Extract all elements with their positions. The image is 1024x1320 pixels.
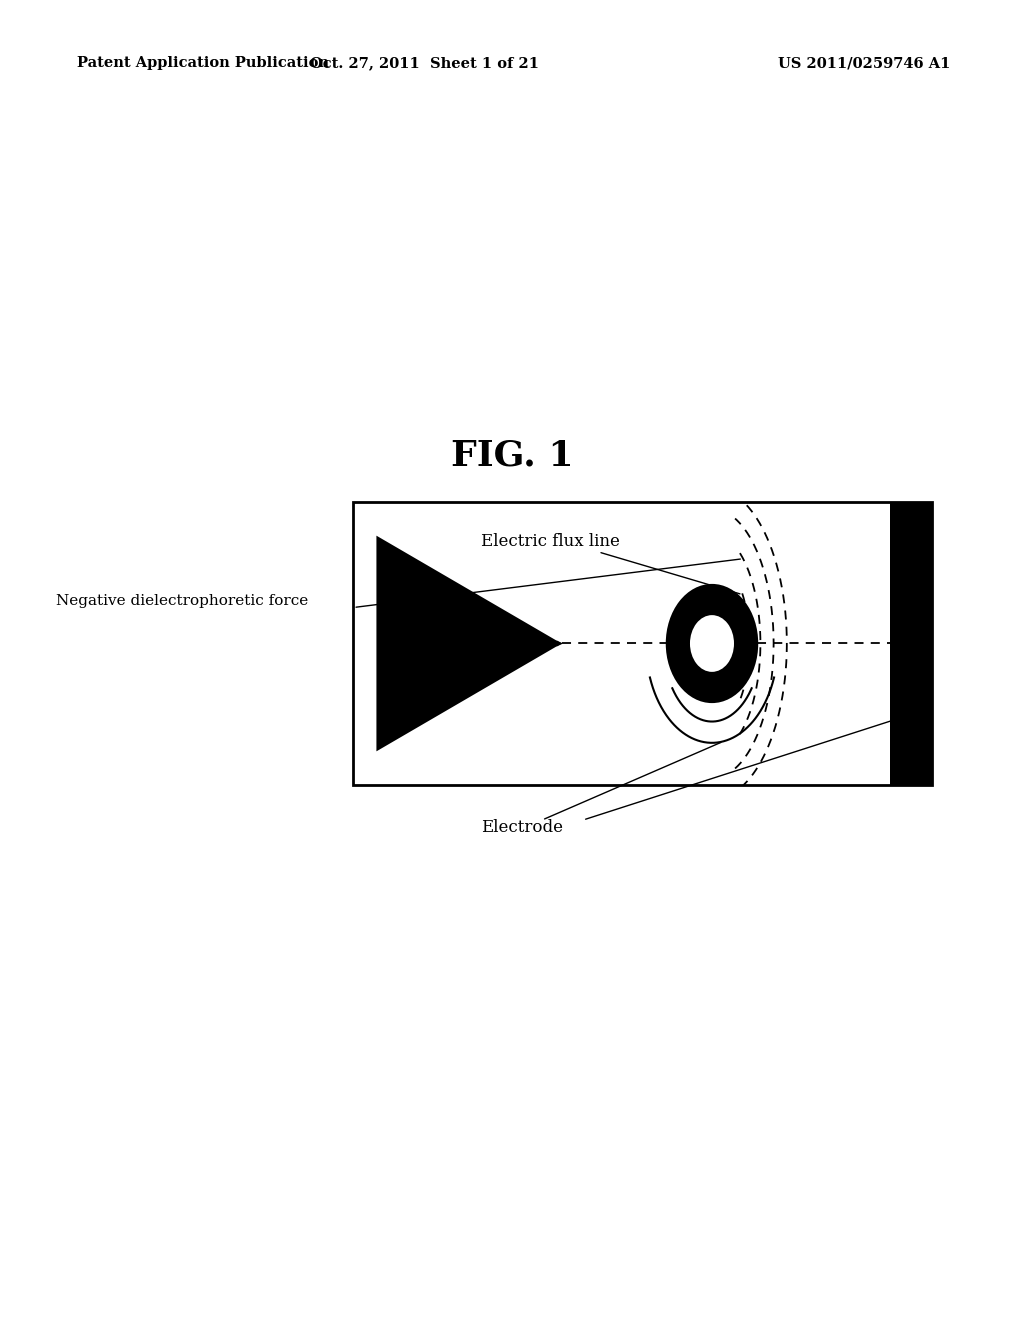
Circle shape: [666, 583, 758, 704]
Bar: [890, 502, 932, 785]
Circle shape: [690, 615, 734, 672]
Text: US 2011/0259746 A1: US 2011/0259746 A1: [778, 57, 950, 70]
Text: Negative dielectrophoretic force: Negative dielectrophoretic force: [56, 594, 308, 609]
Bar: [353, 502, 932, 785]
Text: Electric flux line: Electric flux line: [480, 533, 620, 550]
Text: Electrode: Electrode: [480, 820, 562, 837]
Text: Oct. 27, 2011  Sheet 1 of 21: Oct. 27, 2011 Sheet 1 of 21: [310, 57, 540, 70]
Text: FIG. 1: FIG. 1: [451, 438, 573, 473]
Text: Patent Application Publication: Patent Application Publication: [77, 57, 329, 70]
Bar: [353, 502, 932, 785]
Polygon shape: [377, 536, 561, 751]
